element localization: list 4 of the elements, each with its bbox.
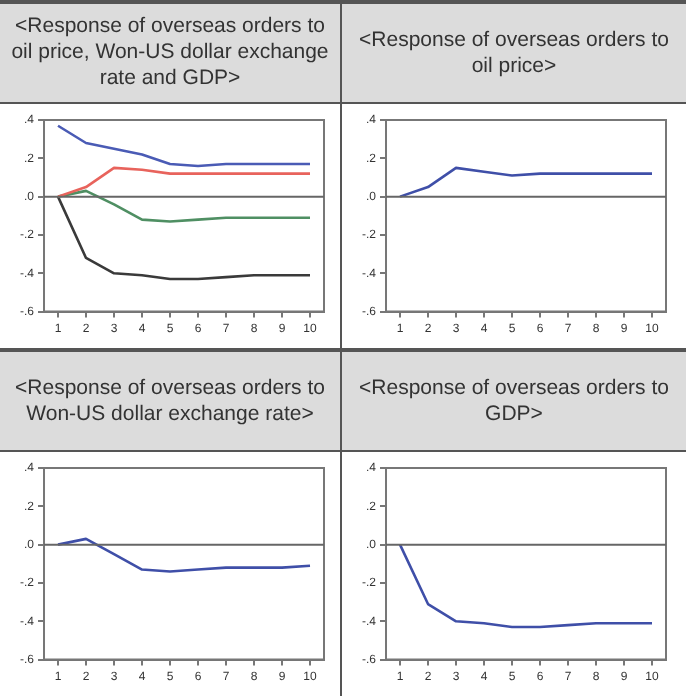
chart-title: <Response of overseas orders to GDP> <box>342 348 686 452</box>
chart-title: <Response of overseas orders to oil price> <box>342 0 686 104</box>
chart-title: <Response of overseas orders to oil price, Won-US dollar exchange rate and GDP> <box>0 0 340 104</box>
chart-title: <Response of overseas orders to Won-US dollar exchange rate> <box>0 348 340 452</box>
